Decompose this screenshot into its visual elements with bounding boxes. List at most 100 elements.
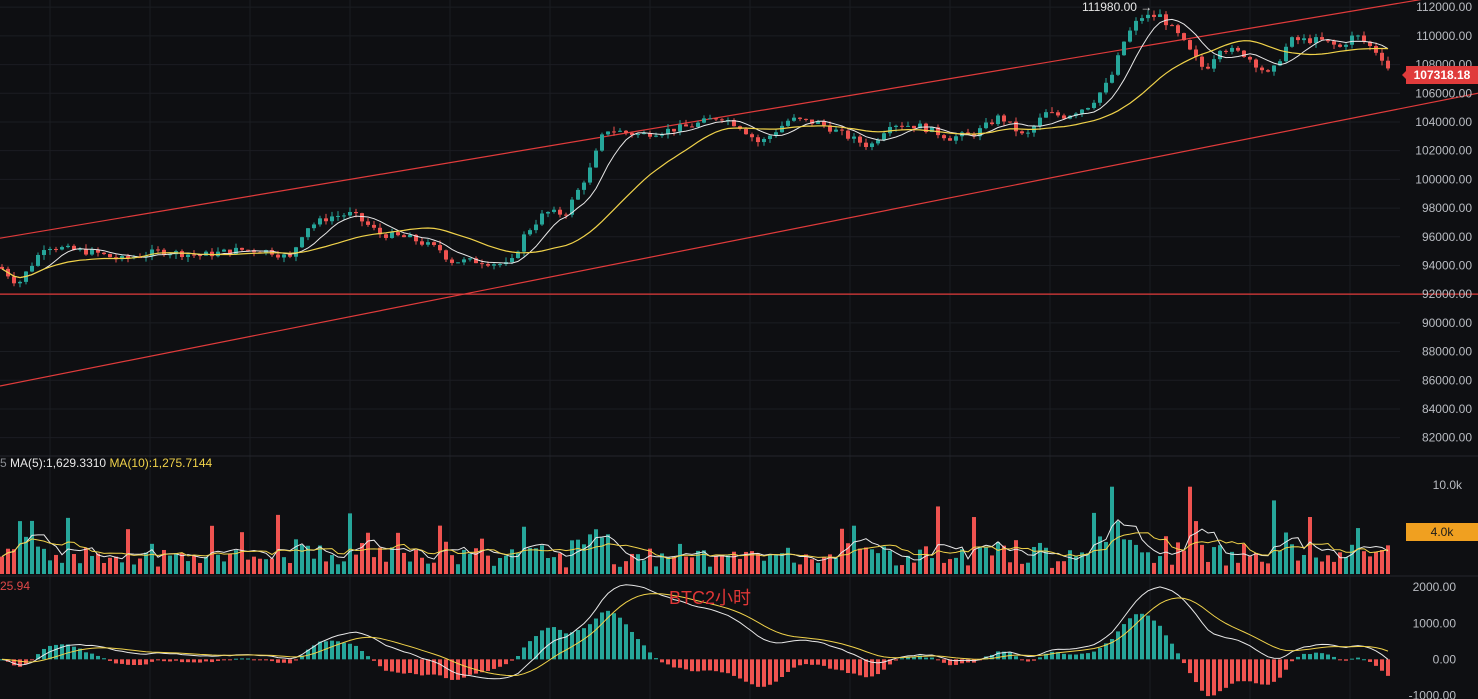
candle-body [900, 125, 904, 127]
volume-bar [1212, 547, 1216, 574]
candle-body [696, 122, 700, 127]
macd-histogram-bar [612, 613, 616, 660]
candle-body [444, 250, 448, 260]
macd-histogram-bar [762, 659, 766, 687]
macd-histogram-bar [810, 659, 814, 665]
macd-histogram-bar [1314, 652, 1318, 660]
volume-bar [60, 562, 64, 574]
macd-histogram-bar [438, 659, 442, 676]
candle-body [1314, 37, 1318, 44]
macd-histogram-bar [276, 659, 280, 663]
chart-watermark-title: BTC2小时 [669, 588, 752, 608]
macd-histogram-bar [390, 659, 394, 672]
candle-body [648, 133, 652, 137]
volume-bar [1230, 551, 1234, 574]
candle-body [1350, 35, 1354, 45]
macd-axis: 2000.00 1000.00 0.00 -1000.00 [1409, 580, 1457, 699]
volume-bar [1326, 555, 1330, 574]
candle-body [912, 125, 916, 129]
volume-bar [240, 532, 244, 574]
candle-body [1140, 18, 1144, 21]
volume-bar [864, 547, 868, 574]
volume-bar [12, 549, 16, 574]
volume-bar [414, 549, 418, 574]
volume-bar [30, 520, 34, 574]
candle-body [282, 254, 286, 258]
macd-histogram-bar [738, 659, 742, 679]
volume-bar [726, 555, 730, 574]
macd-histogram-bar [210, 659, 214, 663]
macd-histogram-bar [798, 659, 802, 666]
volume-bar [486, 555, 490, 574]
candle-body [1146, 14, 1150, 19]
volume-bar [246, 559, 250, 574]
volume-legend-prefix: 5 [0, 456, 7, 470]
volume-bar [258, 558, 262, 574]
macd-histogram-bar [726, 659, 730, 674]
candle-body [120, 256, 124, 260]
volume-bar [312, 558, 316, 574]
candle-body [384, 234, 388, 238]
volume-bar [714, 555, 718, 574]
macd-histogram-bar [444, 659, 448, 679]
macd-histogram-bar [1212, 659, 1216, 696]
candle-body [1338, 44, 1342, 47]
volume-bar [564, 567, 568, 574]
candle-body [972, 133, 976, 137]
volume-bar [1164, 536, 1168, 574]
volume-bar [918, 549, 922, 574]
candle-body [630, 132, 634, 135]
candle-body [654, 135, 658, 137]
candle-body [78, 248, 82, 250]
macd-histogram-bar [1068, 654, 1072, 660]
macd-tick-label: 1000.00 [1413, 616, 1457, 630]
macd-histogram-bar [1302, 653, 1306, 660]
volume-bar [1026, 562, 1030, 574]
macd-histogram-bar [1380, 659, 1384, 671]
macd-histogram-bar [1176, 653, 1180, 660]
macd-histogram-bar [240, 658, 244, 660]
volume-bar [1242, 543, 1246, 574]
macd-tick-label: 2000.00 [1413, 580, 1457, 594]
candle-body [210, 251, 214, 257]
macd-histogram-bar [900, 658, 904, 660]
price-tick-label: 94000.00 [1422, 258, 1472, 272]
macd-histogram-bar [1188, 659, 1192, 674]
volume-bar [474, 548, 478, 574]
macd-histogram-bar [942, 659, 946, 663]
candle-body [588, 167, 592, 183]
candle-body [1332, 41, 1336, 45]
volume-bar [1086, 553, 1090, 574]
candle-body [1086, 107, 1090, 110]
volume-bar [1266, 563, 1270, 574]
macd-histogram-bar [138, 659, 142, 666]
macd-histogram-bar [672, 659, 676, 668]
macd-histogram-bar [558, 629, 562, 660]
candle-body [156, 249, 160, 251]
volume-bar [732, 551, 736, 574]
price-tick-label: 92000.00 [1422, 287, 1472, 301]
macd-histogram-bar [702, 659, 706, 671]
macd-histogram-bar [1050, 651, 1054, 660]
volume-bar [576, 539, 580, 574]
macd-histogram-bar [786, 659, 790, 672]
candle-body [228, 249, 232, 255]
volume-bar [672, 557, 676, 574]
volume-bar [1332, 561, 1336, 574]
volume-bar [450, 555, 454, 574]
macd-histogram-bar [1218, 659, 1222, 692]
macd-histogram-bar [888, 659, 892, 665]
candle-body [324, 218, 328, 222]
candle-body [786, 120, 790, 126]
volume-bar [1158, 556, 1162, 574]
volume-bar [930, 558, 934, 574]
macd-histogram-bar [114, 659, 118, 664]
macd-histogram-bar [156, 659, 160, 661]
candle-body [1056, 112, 1060, 116]
volume-bar [1344, 557, 1348, 574]
candle-body [372, 224, 376, 228]
volume-bar [1272, 500, 1276, 574]
candle-body [180, 251, 184, 258]
volume-bar [234, 550, 238, 574]
